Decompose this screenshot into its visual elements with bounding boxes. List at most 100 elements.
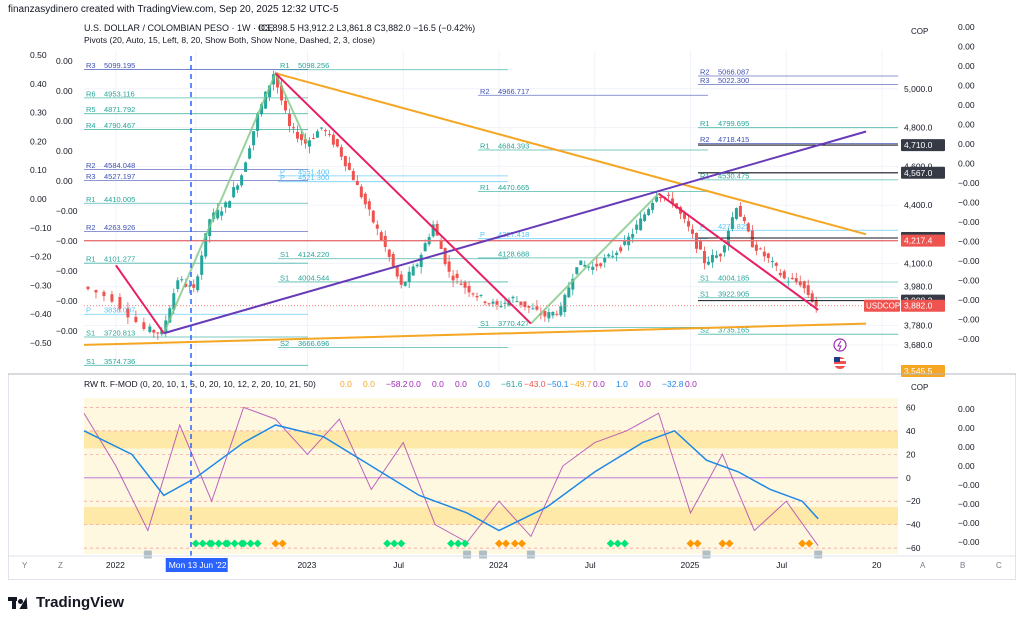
candle-body [291, 127, 295, 129]
candle-body [423, 243, 427, 252]
pivot-value: 4124.220 [298, 250, 329, 259]
candle-body [200, 255, 204, 275]
pivot-value: 4790.467 [104, 121, 135, 130]
pivot-name: P [280, 173, 285, 182]
candle-body [260, 104, 264, 115]
left-axis-tick: 0.20 [30, 136, 47, 146]
price-axis-tick: 4,400.0 [904, 200, 933, 210]
candle-body [810, 293, 814, 302]
left-axis-tick: −0.00 [56, 206, 78, 216]
price-axis-tick: 5,000.0 [904, 84, 933, 94]
left-axis-tick: 0.00 [56, 146, 73, 156]
tradingview-logo[interactable]: TradingView [8, 592, 124, 612]
candle-body [204, 233, 208, 257]
pivot-value: 4470.665 [498, 183, 529, 192]
axis-side-label: B [960, 561, 965, 570]
time-axis[interactable]: 2022 Mon 13 Jun '22 2023 Jul 2024 Jul 2025 Jul 2… [8, 555, 1016, 572]
secondary-axis-tick: −0.00 [958, 178, 980, 188]
pivot-value: 5099.195 [104, 61, 135, 70]
candle-body [455, 273, 459, 278]
price-axis-tick: 3,780.0 [904, 321, 933, 331]
signal-diamond-green [253, 539, 262, 548]
trendline [275, 72, 867, 236]
candle-body [172, 293, 176, 310]
candle-body [615, 252, 619, 256]
axis-side-label: A [920, 561, 926, 570]
pivot-name: R2 [700, 135, 710, 144]
indicator-value: 0.0 [639, 379, 651, 389]
secondary-axis-tick: 0.00 [958, 61, 975, 71]
candle-body [730, 217, 734, 230]
chart-svg[interactable]: R3 5099.195 R6 4953.116 R5 4871.792 R4 4790.467… [8, 16, 1016, 580]
chart-caption: finanzasydinero created with TradingView… [8, 4, 339, 15]
candle-body [643, 214, 647, 221]
price-tag: 3,545.5 [904, 366, 933, 376]
candle-body [451, 275, 455, 281]
signal-diamond-orange [501, 539, 510, 548]
secondary-axis-tick: −0.00 [958, 256, 980, 266]
candle-body [303, 139, 307, 144]
candle-body [403, 281, 407, 286]
candle-body [339, 147, 343, 157]
indicator-band [84, 430, 898, 449]
indicator-value: −50.1 [547, 379, 569, 389]
candle-body [659, 196, 663, 199]
candle-body [331, 134, 335, 145]
pivot-name: R3 [86, 61, 96, 70]
candle-body [495, 301, 499, 305]
candle-body [160, 330, 164, 335]
signal-diamond-orange [718, 539, 727, 548]
indicator-panel[interactable]: 60 40 20 0 −20 −40 −60 0.00 0.00 0.00 0.00 −0.00 −0… [83, 379, 980, 559]
indicator-value: 0.0 [363, 379, 375, 389]
candle-body [691, 229, 695, 234]
pivot-name: R2 [480, 87, 490, 96]
candle-body [543, 311, 547, 317]
candle-body [439, 240, 443, 249]
candle-body [287, 114, 291, 127]
symbol-title: U.S. DOLLAR / COLOMBIAN PESO · 1W · ICE [84, 23, 274, 33]
candle-body [216, 209, 220, 219]
left-axis-tick: 0.00 [56, 176, 73, 186]
candle-body [579, 260, 583, 266]
candle-body [794, 278, 798, 282]
left-axis-tick: 0.00 [56, 56, 73, 66]
candle-body [268, 85, 272, 98]
candle-body [463, 282, 467, 288]
pivot-name: R1 [700, 171, 710, 180]
candle-body [706, 261, 710, 265]
main-price-panel[interactable]: R3 5099.195 R6 4953.116 R5 4871.792 R4 4790.467… [8, 16, 1016, 377]
time-axis-tick: Jul [393, 560, 404, 570]
candle-body [134, 316, 138, 323]
pivot-value: 4551.400 [298, 167, 329, 176]
indicator-band [84, 507, 898, 525]
candle-body [459, 283, 463, 285]
pivot-name: P [86, 306, 91, 315]
candle-body [307, 140, 311, 147]
candle-body [228, 201, 232, 208]
candle-body [523, 301, 527, 308]
candle-body [647, 209, 651, 216]
indicator-axis-tick: −60 [906, 543, 921, 553]
candle-body [110, 294, 114, 302]
secondary-axis-tick: 0.00 [958, 120, 975, 130]
pivot-name: S1 [480, 319, 489, 328]
left-axis-tick: 0.10 [30, 165, 47, 175]
flash-icon[interactable] [833, 338, 847, 352]
pivot-value: 4684.393 [498, 142, 529, 151]
pivot-name: S1 [86, 357, 95, 366]
secondary-axis-tick: −0.00 [958, 334, 980, 344]
candle-body [758, 248, 762, 250]
tradingview-wordmark: TradingView [36, 593, 125, 611]
candle-body [551, 311, 555, 316]
indicator-secondary-tick: 0.00 [958, 423, 975, 433]
indicator-axis-tick: 40 [906, 426, 916, 436]
candle-body [746, 223, 750, 232]
oscillator-blue [83, 424, 819, 532]
candle-body [435, 223, 439, 236]
candle-body [224, 202, 228, 208]
left-axis-tick: −0.00 [56, 326, 78, 336]
candle-body [244, 162, 248, 172]
price-tag-box [901, 299, 945, 312]
candle-body [367, 201, 371, 210]
trendline [274, 72, 532, 325]
